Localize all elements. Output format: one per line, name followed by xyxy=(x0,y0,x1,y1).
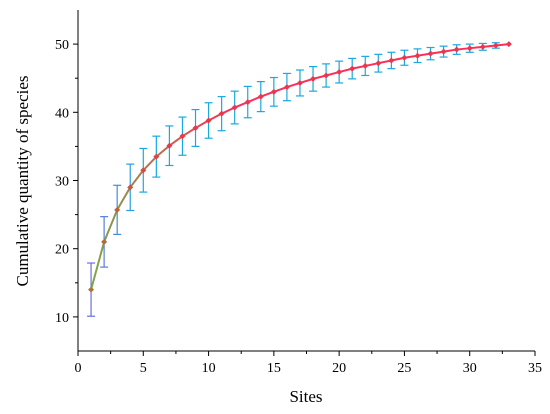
data-point xyxy=(414,52,421,59)
data-point xyxy=(127,184,134,191)
x-tick-label: 0 xyxy=(75,361,82,376)
data-point xyxy=(114,206,121,213)
data-point xyxy=(453,46,460,53)
x-ticks: 0 5 10 15 20 25 30 35 xyxy=(75,351,542,376)
x-axis-title: Sites xyxy=(289,387,322,406)
data-point xyxy=(440,48,447,55)
axes: 0 5 10 15 20 25 30 35 10 20 30 40 50 xyxy=(55,10,542,376)
data-point xyxy=(231,104,238,111)
data-point xyxy=(270,88,277,95)
y-tick-label: 30 xyxy=(55,175,69,190)
y-axis-title: Cumulative quantity of species xyxy=(13,75,32,286)
data-point xyxy=(388,57,395,64)
data-point xyxy=(192,124,199,131)
data-point xyxy=(140,167,147,174)
y-tick-label: 10 xyxy=(55,311,69,326)
data-point xyxy=(336,69,343,76)
x-tick-label: 35 xyxy=(528,361,542,376)
data-point xyxy=(323,72,330,79)
data-point xyxy=(257,93,264,100)
y-tick-label: 50 xyxy=(55,38,69,53)
data-point xyxy=(179,133,186,140)
data-point xyxy=(505,41,512,48)
x-tick-label: 20 xyxy=(332,361,346,376)
data-point xyxy=(283,84,290,91)
x-tick-label: 5 xyxy=(140,361,147,376)
data-point xyxy=(310,75,317,82)
data-point xyxy=(492,42,499,49)
x-tick-label: 30 xyxy=(463,361,477,376)
data-point xyxy=(401,54,408,61)
data-point xyxy=(205,117,212,124)
x-tick-label: 10 xyxy=(202,361,216,376)
data-point xyxy=(349,65,356,72)
y-ticks: 10 20 30 40 50 xyxy=(55,38,78,326)
data-point xyxy=(375,60,382,67)
data-point xyxy=(218,110,225,117)
data-point xyxy=(479,43,486,50)
data-point xyxy=(427,50,434,57)
y-tick-label: 20 xyxy=(55,243,69,258)
data-point xyxy=(244,99,251,106)
plot-area xyxy=(87,41,512,317)
x-tick-label: 25 xyxy=(397,361,411,376)
x-tick-label: 15 xyxy=(267,361,281,376)
y-tick-label: 40 xyxy=(55,106,69,121)
data-point xyxy=(153,153,160,160)
data-point xyxy=(466,45,473,52)
data-point xyxy=(296,79,303,86)
data-point xyxy=(101,238,108,245)
data-point xyxy=(166,142,173,149)
data-point xyxy=(88,286,95,293)
data-point xyxy=(362,62,369,69)
